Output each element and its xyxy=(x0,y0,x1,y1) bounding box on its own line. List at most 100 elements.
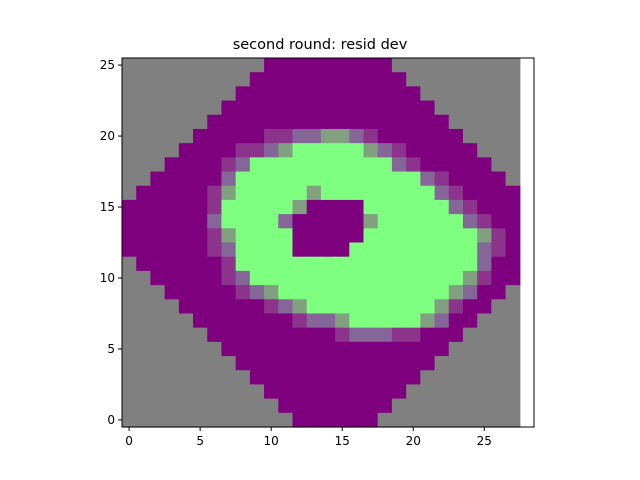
heatmap-cell xyxy=(505,199,521,215)
heatmap-cell xyxy=(278,199,294,215)
heatmap-cell xyxy=(349,143,365,158)
heatmap-cell xyxy=(221,157,237,173)
heatmap-cell xyxy=(505,157,521,173)
heatmap-cell xyxy=(178,86,194,102)
heatmap-cell xyxy=(264,86,279,102)
heatmap-cell xyxy=(178,128,194,144)
heatmap-cell xyxy=(164,185,180,201)
heatmap-cell xyxy=(491,270,507,286)
heatmap-cell xyxy=(178,114,194,130)
heatmap-cell xyxy=(235,341,251,357)
heatmap-cell xyxy=(477,327,492,343)
heatmap-cell xyxy=(207,185,223,201)
heatmap-cell xyxy=(363,114,379,130)
heatmap-cell xyxy=(178,72,194,87)
heatmap-cell xyxy=(278,214,294,229)
heatmap-cell xyxy=(434,384,450,400)
heatmap-cell xyxy=(462,86,478,102)
heatmap-cell xyxy=(335,356,350,371)
heatmap-cell xyxy=(150,242,166,258)
heatmap-cell xyxy=(349,341,365,357)
heatmap-cell xyxy=(292,285,308,300)
heatmap-cell xyxy=(491,228,507,244)
heatmap-cell xyxy=(136,313,152,329)
heatmap-cell xyxy=(420,72,436,87)
heatmap-cell xyxy=(207,72,223,87)
heatmap-cell xyxy=(462,327,478,343)
heatmap-cell xyxy=(178,341,194,357)
heatmap-cell xyxy=(377,270,393,286)
heatmap-cell xyxy=(477,143,492,158)
heatmap-cell xyxy=(491,58,507,73)
heatmap-cell xyxy=(391,214,407,229)
heatmap-cell xyxy=(377,100,393,116)
heatmap-cell xyxy=(491,313,507,329)
heatmap-cell xyxy=(136,299,152,315)
heatmap-cell xyxy=(306,384,322,400)
heatmap-cell xyxy=(391,256,407,272)
heatmap-cell xyxy=(306,143,322,158)
heatmap-cell xyxy=(406,412,421,428)
y-tick-label: 10 xyxy=(100,271,115,285)
heatmap-cell xyxy=(235,185,251,201)
heatmap-cell xyxy=(306,398,322,414)
heatmap-cell xyxy=(448,100,464,116)
heatmap-cell xyxy=(164,114,180,130)
heatmap-cell xyxy=(434,228,450,244)
heatmap-cell xyxy=(264,285,279,300)
heatmap-cell xyxy=(491,341,507,357)
heatmap-cell xyxy=(207,256,223,272)
heatmap-cell xyxy=(164,171,180,187)
heatmap-cell xyxy=(150,100,166,116)
heatmap-cell xyxy=(235,256,251,272)
heatmap-cell xyxy=(235,384,251,400)
heatmap-cell xyxy=(193,242,208,258)
heatmap-cell xyxy=(249,356,265,371)
heatmap-cell xyxy=(264,412,279,428)
heatmap-cell xyxy=(193,199,208,215)
heatmap-cell xyxy=(292,143,308,158)
heatmap-cell xyxy=(136,256,152,272)
heatmap-cell xyxy=(292,199,308,215)
heatmap-cell xyxy=(320,185,336,201)
heatmap-cell xyxy=(406,285,421,300)
heatmap-cell xyxy=(335,72,350,87)
heatmap-cell xyxy=(363,228,379,244)
heatmap-cell xyxy=(420,356,436,371)
heatmap-cell xyxy=(491,72,507,87)
heatmap-cell xyxy=(491,412,507,428)
heatmap-cell xyxy=(477,285,492,300)
heatmap-cell xyxy=(377,412,393,428)
heatmap-cell xyxy=(278,100,294,116)
heatmap-cell xyxy=(320,384,336,400)
heatmap-cell xyxy=(249,157,265,173)
heatmap-cell xyxy=(420,185,436,201)
heatmap-cell xyxy=(221,242,237,258)
heatmap-cell xyxy=(320,313,336,329)
heatmap-cell xyxy=(178,285,194,300)
heatmap-cell xyxy=(292,214,308,229)
heatmap-cell xyxy=(477,72,492,87)
heatmap-cell xyxy=(207,58,223,73)
heatmap-cell xyxy=(150,398,166,414)
heatmap-cell xyxy=(377,86,393,102)
heatmap-cell xyxy=(249,214,265,229)
heatmap-cell xyxy=(278,285,294,300)
heatmap-cell xyxy=(448,143,464,158)
heatmap-cell xyxy=(335,100,350,116)
heatmap-cell xyxy=(434,398,450,414)
heatmap-cell xyxy=(377,58,393,73)
heatmap-cell xyxy=(477,100,492,116)
heatmap-cell xyxy=(320,171,336,187)
heatmap-cell xyxy=(122,86,137,102)
heatmap-cell xyxy=(377,199,393,215)
heatmap-cell xyxy=(335,143,350,158)
heatmap-cell xyxy=(462,100,478,116)
heatmap-cell xyxy=(136,398,152,414)
heatmap-cell xyxy=(406,114,421,130)
heatmap-cell xyxy=(235,199,251,215)
heatmap-cell xyxy=(306,157,322,173)
x-tick-label: 25 xyxy=(477,434,492,448)
heatmap-cell xyxy=(491,157,507,173)
heatmap-cell xyxy=(178,313,194,329)
